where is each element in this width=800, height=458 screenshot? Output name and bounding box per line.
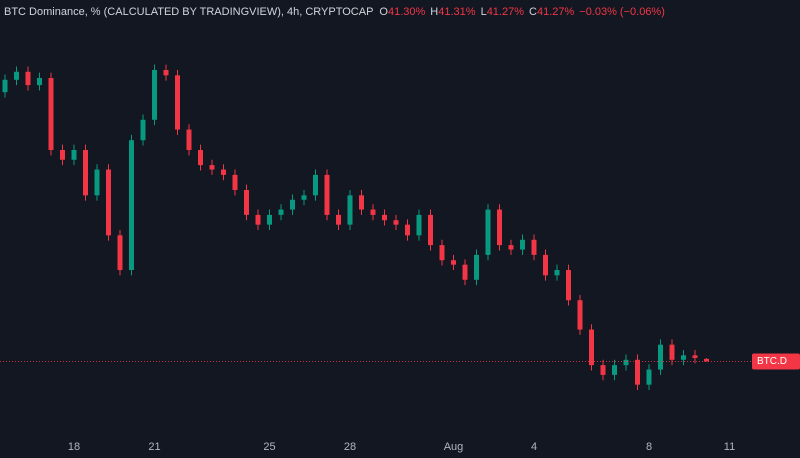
candle-body <box>140 119 146 141</box>
candle-body <box>83 150 88 196</box>
ohlc-key: C <box>529 6 537 18</box>
candle-body <box>566 270 571 301</box>
candle-body <box>416 214 422 236</box>
candle-body <box>255 214 261 225</box>
candle-body <box>359 195 364 210</box>
candle-body <box>474 254 479 280</box>
x-tick-label: 18 <box>68 441 80 453</box>
candle-body <box>600 365 606 375</box>
candle-body <box>278 209 284 215</box>
candle-body <box>48 78 54 150</box>
candle-body <box>646 369 652 385</box>
ohlc-value: 41.27% <box>536 6 575 18</box>
candle-body <box>543 254 548 276</box>
candle-body <box>221 169 226 175</box>
candle-body <box>94 169 100 196</box>
candle-body <box>71 150 77 160</box>
candle-body <box>2 79 8 93</box>
candle-body <box>244 190 249 215</box>
candle-body <box>163 70 169 76</box>
candle-body <box>462 264 468 280</box>
candle-body <box>704 358 709 362</box>
candle-body <box>290 199 295 210</box>
candle-body <box>531 239 537 255</box>
x-tick-label: 25 <box>263 441 275 453</box>
ohlc-key: O <box>379 6 388 18</box>
candle-body <box>25 71 31 86</box>
candle-body <box>393 220 399 225</box>
ohlc-value: 41.27% <box>486 6 524 18</box>
candle-body <box>554 270 560 276</box>
candle-body <box>669 344 675 360</box>
candle-body <box>37 78 42 86</box>
candle-body <box>428 214 433 246</box>
ohlc-key: H <box>430 6 439 18</box>
price-tag <box>752 353 800 370</box>
x-tick-label: 4 <box>531 441 537 453</box>
candle-body <box>520 239 525 250</box>
candle-body <box>267 214 272 225</box>
candle-body <box>175 75 180 130</box>
ohlc-value: 41.31% <box>438 6 476 18</box>
candle-body <box>14 71 19 80</box>
candle-body <box>439 245 445 261</box>
candle-body <box>681 355 686 360</box>
chart-title: BTC Dominance, % (CALCULATED BY TRADINGV… <box>4 6 374 18</box>
candle-body <box>347 195 353 225</box>
candle-body <box>497 209 502 246</box>
candle-body <box>382 214 387 221</box>
x-tick-label: 11 <box>724 441 735 453</box>
ohlc-value: 41.30% <box>387 6 426 18</box>
candle-body <box>451 260 456 265</box>
candle-body <box>508 245 514 250</box>
candle-body <box>658 344 663 370</box>
chart-header: BTC Dominance, % (CALCULATED BY TRADINGV… <box>4 6 670 18</box>
candle-body <box>313 174 318 196</box>
candle-body <box>692 355 698 358</box>
candle-body <box>60 150 65 160</box>
change-value: −0.03% (−0.06%) <box>579 6 665 18</box>
candle-body <box>209 165 215 170</box>
candle-body <box>485 209 491 255</box>
x-tick-label: 28 <box>344 441 356 453</box>
candle-body <box>405 224 410 236</box>
candle-body <box>301 195 307 200</box>
candle-body <box>117 235 123 270</box>
x-tick-label: 8 <box>646 441 652 453</box>
x-tick-label: 21 <box>148 441 160 453</box>
candle-body <box>370 209 376 215</box>
candle-body <box>589 329 594 366</box>
ohlc-key: L <box>480 6 487 18</box>
candle-body <box>336 214 341 225</box>
candle-body <box>198 150 203 166</box>
candle-body <box>106 169 111 236</box>
price-tag-label: BTC.D <box>757 356 787 367</box>
candle-body <box>324 174 330 215</box>
candle-body <box>612 365 617 375</box>
candle-body <box>577 300 583 330</box>
candle-body <box>623 359 629 366</box>
x-tick-label: Aug <box>444 441 464 453</box>
candle-body <box>635 359 640 385</box>
candle-body <box>152 70 157 120</box>
candle-body <box>129 140 134 270</box>
candle-body <box>186 129 192 150</box>
candle-body <box>232 174 238 190</box>
